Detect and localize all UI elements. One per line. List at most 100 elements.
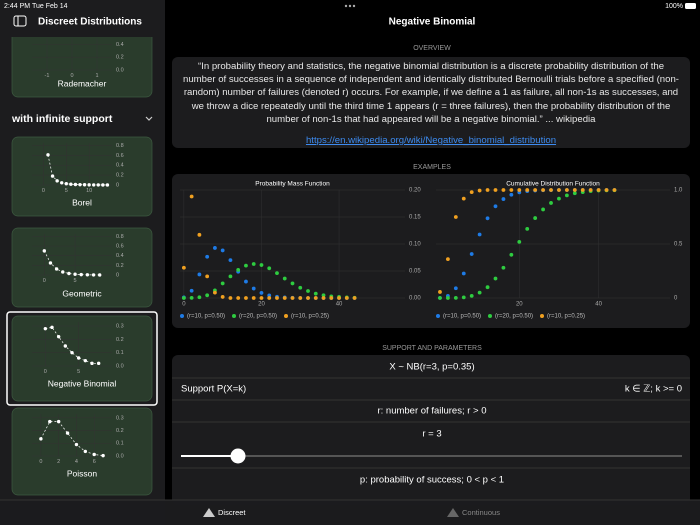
data-point (469, 293, 474, 298)
distribution-card[interactable] (11, 227, 153, 308)
y-tick-label: 0.05 (409, 269, 421, 275)
data-point (306, 289, 310, 293)
data-point (596, 188, 601, 192)
data-point (313, 291, 318, 296)
data-point (580, 188, 585, 192)
status-time: 2:44 PM (4, 3, 30, 10)
y-tick-label: 0.2 (116, 337, 124, 343)
data-point (236, 296, 241, 300)
data-point (96, 183, 100, 187)
tab-icon[interactable] (447, 508, 459, 517)
data-point (251, 296, 256, 300)
data-point (321, 293, 326, 298)
y-tick-label: 0.2 (116, 173, 124, 179)
data-point (244, 279, 248, 284)
data-point (438, 296, 442, 300)
data-point (189, 295, 194, 300)
data-point (43, 326, 48, 331)
data-point (244, 296, 248, 300)
y-tick-label: 0.8 (116, 143, 124, 149)
data-point (54, 267, 59, 271)
y-tick-label: 0.00 (409, 296, 421, 302)
data-point (298, 285, 303, 290)
tab-continuous[interactable]: Continuous (462, 508, 500, 517)
data-point (189, 288, 194, 293)
data-point (533, 188, 538, 192)
data-point (485, 188, 490, 192)
data-point (181, 265, 186, 270)
x-tick-label: 5 (77, 369, 80, 375)
section-label: OVERVIEW (413, 45, 451, 52)
data-point (205, 293, 210, 298)
data-point (56, 419, 61, 424)
data-point (90, 361, 94, 366)
data-point (493, 276, 498, 281)
overview-card (172, 57, 690, 148)
distribution-card[interactable] (11, 315, 153, 402)
data-point (517, 239, 522, 244)
example-charts: Probability Mass Function 0.00 0.05 0.10 0.1… (180, 181, 683, 320)
x-tick-label: 6 (93, 459, 96, 465)
data-point (493, 188, 498, 192)
data-point (181, 296, 186, 300)
data-point (213, 290, 217, 295)
y-tick-label: 0.8 (116, 234, 124, 240)
data-point (228, 274, 233, 279)
distribution-card[interactable] (11, 407, 153, 496)
distribution-card[interactable] (11, 136, 153, 217)
data-point (101, 183, 105, 187)
y-tick-label: 0 (116, 182, 119, 188)
data-point (189, 194, 194, 199)
section-header: with infinite support (11, 113, 113, 125)
x-tick-label: 4 (75, 459, 78, 465)
legend-swatch (488, 314, 492, 318)
data-point (267, 266, 272, 271)
y-tick-label: 0.0 (116, 453, 124, 459)
data-point (76, 356, 81, 360)
data-point (493, 204, 498, 209)
data-point (549, 201, 553, 205)
data-point (501, 265, 506, 270)
data-point (282, 296, 287, 300)
slider-knob[interactable] (230, 448, 246, 464)
x-tick-label: 5 (65, 188, 68, 194)
data-point (42, 249, 47, 253)
sidebar-title: Discreet Distributions (38, 17, 142, 28)
data-point (298, 296, 303, 300)
data-point (267, 296, 272, 300)
sidebar-toggle[interactable] (13, 15, 27, 27)
data-point (259, 263, 264, 267)
data-point (453, 286, 458, 291)
data-point (73, 182, 78, 187)
data-point (83, 358, 88, 363)
data-point (96, 361, 101, 366)
data-point (220, 248, 225, 253)
data-point (228, 296, 233, 300)
x-tick-label: 0 (39, 459, 42, 465)
data-point (604, 188, 609, 192)
data-point (501, 188, 506, 192)
tab-discreet[interactable]: Discreet (218, 508, 246, 517)
formula: X ~ NB(r=3, p=0.35) (389, 362, 474, 373)
data-point (290, 296, 295, 300)
x-tick-label: 2 (57, 459, 60, 465)
chevron[interactable] (145, 116, 153, 121)
data-point (445, 296, 450, 300)
data-point (509, 188, 514, 192)
y-tick-label: 0.0 (116, 363, 124, 369)
data-point (39, 437, 43, 441)
tab-bar (0, 500, 700, 525)
tab-icon[interactable] (203, 508, 215, 517)
data-point (70, 350, 74, 355)
data-point (337, 296, 341, 300)
card-label: Poisson (67, 468, 98, 478)
data-point (564, 188, 569, 192)
x-tick-label: 0 (182, 302, 186, 308)
legend-swatch (436, 314, 440, 318)
data-point (83, 449, 88, 454)
overview-link[interactable]: https://en.wikipedia.org/wiki/Negative_b… (305, 135, 557, 147)
data-point (509, 252, 514, 257)
data-point (275, 271, 279, 276)
legend-label: (r=10, p=0.25) (291, 314, 329, 320)
y-tick-label: 0 (674, 296, 678, 302)
